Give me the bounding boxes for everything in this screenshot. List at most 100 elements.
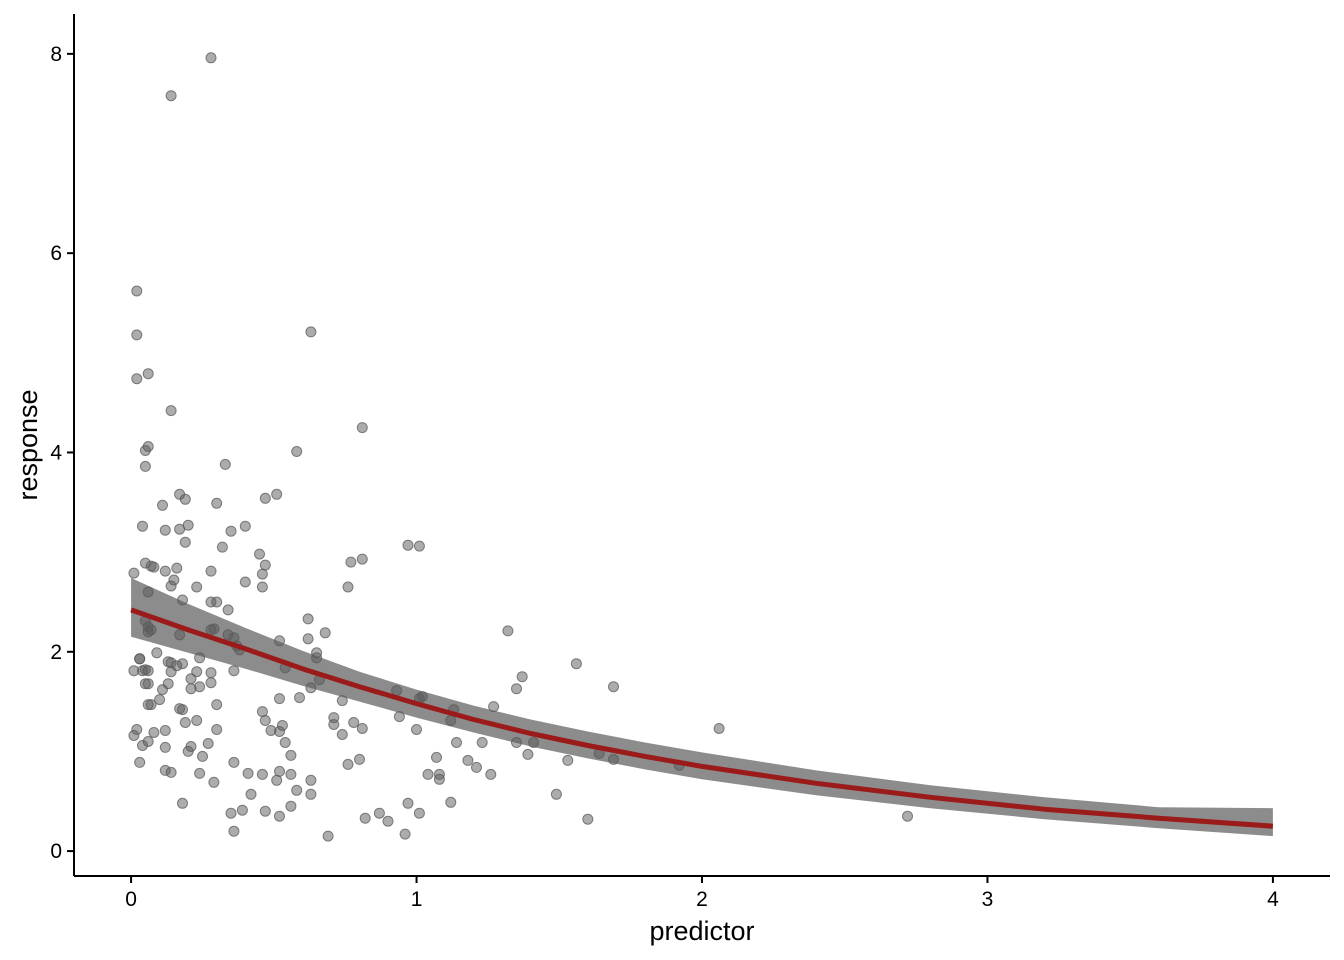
scatter-points-layer xyxy=(128,52,913,842)
scatter-point xyxy=(254,548,265,560)
scatter-point xyxy=(285,800,297,812)
scatter-point xyxy=(291,784,303,796)
fit-line-layer xyxy=(130,607,1274,829)
scatter-point xyxy=(131,724,143,735)
scatter-point xyxy=(134,756,146,768)
scatter-point xyxy=(471,761,482,773)
scatter-point xyxy=(393,711,405,723)
scatter-point xyxy=(373,807,385,819)
scatter-point xyxy=(359,812,371,824)
scatter-point xyxy=(302,613,314,625)
scatter-point xyxy=(211,596,223,608)
scatter-point xyxy=(511,683,522,695)
scatter-point xyxy=(142,586,154,598)
scatter-point xyxy=(211,724,223,735)
scatter-point xyxy=(216,541,228,553)
scatter-point xyxy=(528,737,540,748)
scatter-point xyxy=(134,653,146,665)
scatter-point xyxy=(179,717,191,728)
x-tick-label: 3 xyxy=(982,888,994,911)
axes xyxy=(73,14,1330,877)
scatter-point xyxy=(236,804,248,816)
scatter-point xyxy=(305,682,317,694)
scatter-point xyxy=(194,652,206,664)
scatter-point xyxy=(159,741,171,753)
scatter-point xyxy=(165,90,177,102)
scatter-point xyxy=(222,604,234,616)
scatter-point xyxy=(399,828,411,840)
scatter-point xyxy=(239,576,251,588)
scatter-point xyxy=(256,768,268,780)
scatter-point xyxy=(413,807,425,819)
scatter-point xyxy=(356,553,368,565)
y-tick-label: 8 xyxy=(50,43,62,66)
scatter-point xyxy=(485,768,497,780)
scatter-point xyxy=(191,581,203,593)
scatter-point xyxy=(279,737,291,748)
scatter-point xyxy=(285,768,297,780)
scatter-point xyxy=(139,460,151,472)
x-tick-label: 2 xyxy=(696,888,708,911)
scatter-point xyxy=(131,329,143,341)
scatter-point xyxy=(228,825,240,837)
scatter-point xyxy=(259,805,271,817)
scatter-point xyxy=(165,405,177,417)
scatter-point xyxy=(608,753,619,765)
scatter-point xyxy=(191,715,203,726)
scatter-point xyxy=(205,52,217,64)
scatter-point xyxy=(137,520,148,532)
scatter-point xyxy=(462,754,474,766)
scatter-point xyxy=(713,723,725,734)
scatter-point xyxy=(271,488,283,500)
y-tick-label: 0 xyxy=(50,840,62,863)
scatter-point xyxy=(422,768,434,780)
scatter-point xyxy=(171,562,183,574)
scatter-point xyxy=(411,724,422,735)
scatter-point xyxy=(165,580,177,592)
scatter-point xyxy=(413,540,425,552)
scatter-point xyxy=(142,678,154,690)
scatter-point xyxy=(148,727,160,738)
scatter-point xyxy=(159,524,171,536)
scatter-point xyxy=(274,635,285,647)
scatter-point xyxy=(382,815,394,827)
scatter-point xyxy=(319,627,331,639)
scatter-point xyxy=(402,539,414,551)
scatter-point xyxy=(451,737,462,748)
scatter-point xyxy=(219,458,231,470)
scatter-point xyxy=(256,568,268,580)
scatter-point xyxy=(179,493,191,505)
y-tick-label: 2 xyxy=(50,641,62,664)
scatter-point xyxy=(274,693,285,705)
scatter-point xyxy=(165,666,177,678)
scatter-point xyxy=(305,788,317,800)
scatter-point xyxy=(159,725,171,736)
scatter-point xyxy=(177,704,188,716)
scatter-point xyxy=(157,684,168,696)
scatter-point xyxy=(145,699,157,711)
scatter-point xyxy=(239,520,251,532)
scatter-point xyxy=(562,754,574,766)
scatter-point xyxy=(608,681,619,693)
y-tick-label: 4 xyxy=(50,441,62,464)
x-tick-label: 1 xyxy=(411,888,423,911)
scatter-point xyxy=(137,740,148,751)
scatter-point xyxy=(194,681,206,693)
y-axis-title: response xyxy=(13,389,43,500)
scatter-point xyxy=(242,767,254,779)
scatter-point xyxy=(205,565,217,577)
x-axis-title: predictor xyxy=(649,916,754,946)
scatter-point xyxy=(305,774,317,786)
scatter-point xyxy=(139,445,151,456)
scatter-point xyxy=(177,594,188,606)
scatter-point xyxy=(205,667,217,679)
scatter-point xyxy=(205,677,217,689)
scatter-point xyxy=(159,565,171,577)
scatter-point xyxy=(185,741,197,752)
scatter-point xyxy=(179,536,191,548)
scatter-point xyxy=(142,665,154,677)
scatter-point xyxy=(157,499,168,511)
scatter-point xyxy=(902,810,913,822)
y-ticks: 0 2 4 6 8 xyxy=(50,43,74,863)
